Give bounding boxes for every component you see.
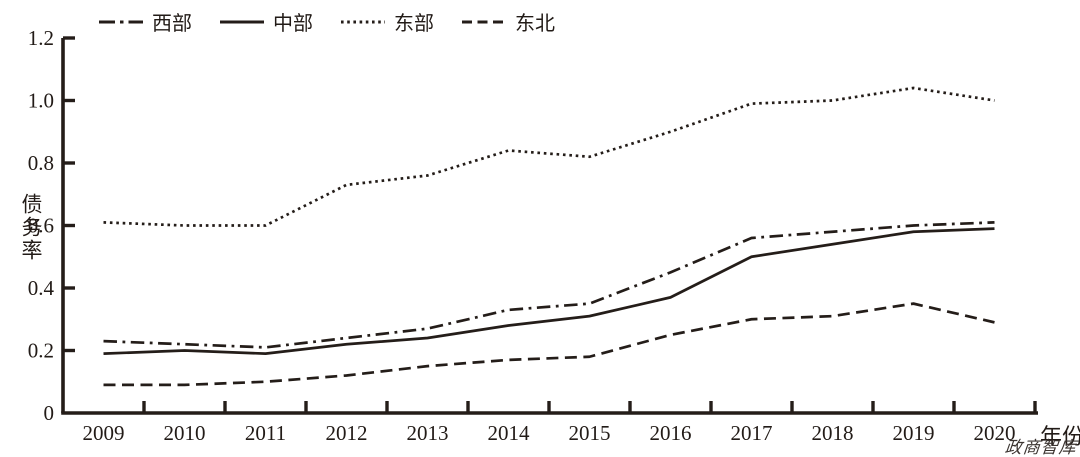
legend-label-west: 西部: [152, 13, 192, 35]
legend-item-west: 西部: [98, 7, 192, 36]
legend-line-sample-west: [99, 20, 143, 23]
y-axis-title: 债务率: [19, 193, 43, 262]
legend-item-northeast: 东北: [461, 7, 555, 36]
x-tick-label: 2016: [650, 421, 692, 445]
legend-label-central: 中部: [273, 13, 313, 35]
y-tick-label: 1.0: [28, 89, 54, 113]
x-tick-label: 2013: [407, 421, 449, 445]
legend-item-central: 中部: [219, 7, 313, 36]
legend-item-east: 东部: [340, 7, 434, 36]
series-line-northeast: [103, 302, 995, 387]
legend-label-east: 东部: [394, 13, 434, 35]
y-tick-label: 0.6: [28, 214, 54, 238]
legend-line-sample-east: [341, 20, 385, 23]
series-line-east: [103, 86, 995, 227]
chart-legend: 西部 中部 东部 东北: [98, 7, 555, 36]
x-tick-label: 2010: [164, 421, 206, 445]
y-tick-label: 0.2: [28, 339, 54, 363]
y-tick-label: 0.4: [28, 276, 55, 300]
y-tick-label: 0: [44, 401, 55, 425]
watermark-text: 政商智库: [1003, 438, 1078, 457]
x-tick-label: 2014: [488, 421, 531, 445]
x-tick-label: 2017: [731, 421, 773, 445]
x-tick-label: 2018: [812, 421, 854, 445]
legend-label-northeast: 东北: [515, 13, 555, 35]
x-tick-label: 2015: [569, 421, 611, 445]
x-axis-title: 年份: [1040, 424, 1080, 449]
x-tick-label: 2020: [974, 421, 1016, 445]
x-tick-label: 2012: [326, 421, 368, 445]
legend-line-sample-northeast: [462, 20, 506, 23]
x-tick-label: 2011: [245, 421, 286, 445]
legend-line-sample-central: [220, 20, 264, 23]
x-tick-label: 2009: [83, 421, 125, 445]
y-tick-label: 0.8: [28, 151, 54, 175]
series-line-west: [103, 221, 995, 349]
x-tick-label: 2019: [893, 421, 935, 445]
series-line-central: [103, 227, 995, 355]
y-tick-label: 1.2: [28, 26, 54, 50]
